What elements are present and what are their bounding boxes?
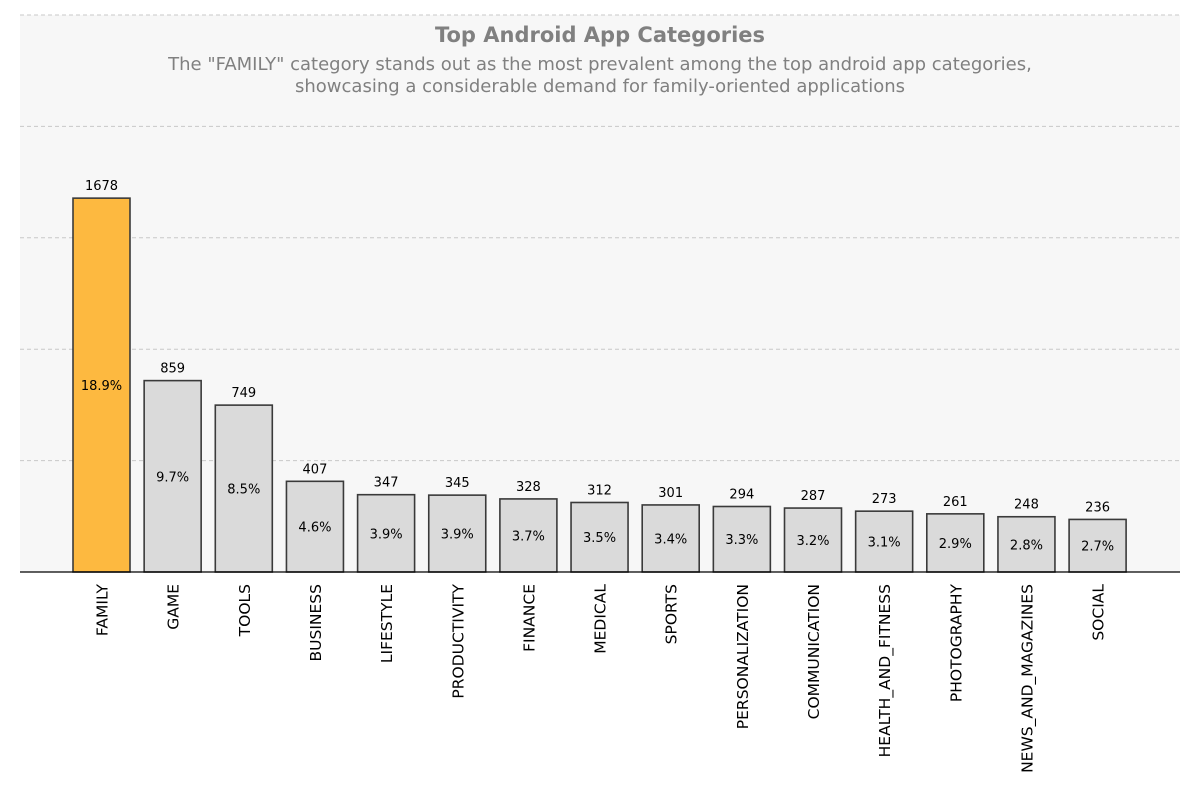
value-label: 301 <box>658 486 683 501</box>
title-block: Top Android App Categories The "FAMILY" … <box>20 18 1180 98</box>
percent-label: 3.9% <box>370 527 403 542</box>
x-tick-label: FAMILY <box>94 583 112 636</box>
x-tick-label: BUSINESS <box>307 584 325 661</box>
percent-label: 2.9% <box>939 537 972 552</box>
bars <box>72 197 1127 573</box>
data-labels: 1678 18.9% 859 9.7% 749 8.5% 407 4.6% 347 3.9% 345… <box>81 179 1114 555</box>
bar <box>570 501 629 573</box>
chart-title: Top Android App Categories <box>434 23 766 47</box>
percent-label: 18.9% <box>81 379 122 394</box>
chart-subtitle-line: showcasing a considerable demand for fam… <box>295 76 905 97</box>
value-label: 1678 <box>85 179 118 194</box>
x-tick-label: SPORTS <box>663 584 681 644</box>
percent-label: 3.1% <box>868 536 901 551</box>
x-tick-label: NEWS_AND_MAGAZINES <box>1018 584 1037 773</box>
bar <box>925 513 985 573</box>
bar <box>854 510 914 573</box>
value-label: 749 <box>231 386 256 401</box>
plot-background <box>20 15 1180 572</box>
value-label: 248 <box>1014 498 1039 513</box>
bar <box>712 505 772 573</box>
bar <box>997 515 1056 573</box>
chart-subtitle-line: The "FAMILY" category stands out as the … <box>168 54 1032 75</box>
x-tick-label: PHOTOGRAPHY <box>947 583 965 702</box>
value-label: 261 <box>943 495 968 510</box>
percent-label: 3.5% <box>583 531 616 546</box>
percent-label: 3.4% <box>654 532 687 547</box>
x-tick-label: MEDICAL <box>592 584 610 654</box>
percent-label: 3.2% <box>796 534 829 549</box>
percent-label: 3.3% <box>725 533 758 548</box>
x-tick-label: SOCIAL <box>1090 584 1108 641</box>
bar <box>641 504 701 573</box>
percent-label: 8.5% <box>227 483 260 498</box>
x-tick-labels: FAMILY GAME TOOLS BUSINESS LIFESTYLE PRODUCTI… <box>94 583 1108 772</box>
x-tick-label: FINANCE <box>520 584 538 652</box>
value-label: 287 <box>801 489 826 504</box>
percent-label: 4.6% <box>298 521 331 536</box>
value-label: 407 <box>303 462 328 477</box>
chart-subtitle: The "FAMILY" category stands out as the … <box>20 54 1180 98</box>
x-tick-label: COMMUNICATION <box>805 584 823 719</box>
percent-label: 2.8% <box>1010 538 1043 553</box>
x-tick-label: TOOLS <box>236 584 254 637</box>
bar <box>1068 518 1127 573</box>
percent-label: 3.7% <box>512 529 545 544</box>
percent-label: 2.7% <box>1081 540 1114 555</box>
x-tick-label: PRODUCTIVITY <box>449 583 467 698</box>
x-tick-label: LIFESTYLE <box>378 584 396 663</box>
x-tick-label: PERSONALIZATION <box>734 584 752 729</box>
bar <box>143 379 202 573</box>
value-label: 236 <box>1085 500 1110 515</box>
value-label: 859 <box>160 362 185 377</box>
value-label: 345 <box>445 476 470 491</box>
value-label: 294 <box>729 487 754 502</box>
x-tick-label: HEALTH_AND_FITNESS <box>876 584 895 757</box>
percent-label: 9.7% <box>156 470 189 485</box>
percent-label: 3.9% <box>441 528 474 543</box>
value-label: 328 <box>516 480 541 495</box>
gridlines <box>20 14 1180 462</box>
bar <box>72 197 131 573</box>
value-label: 312 <box>587 483 612 498</box>
x-tick-label: GAME <box>165 584 183 630</box>
value-label: 273 <box>872 492 897 507</box>
value-label: 347 <box>374 476 399 491</box>
